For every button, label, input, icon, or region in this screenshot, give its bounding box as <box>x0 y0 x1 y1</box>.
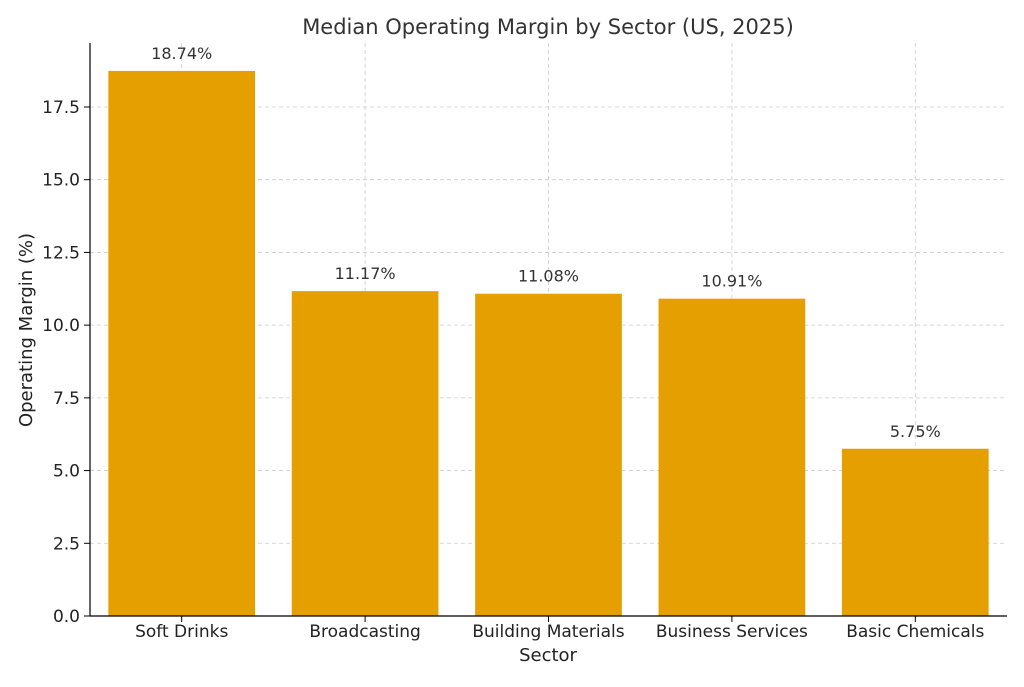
data-label: 11.17% <box>335 264 396 283</box>
x-tick-label: Business Services <box>656 622 808 642</box>
y-tick-label: 12.5 <box>42 243 80 263</box>
data-label: 18.74% <box>151 44 212 63</box>
data-labels: 18.74% 11.17% 11.08% 10.91% 5.75% <box>151 44 941 441</box>
x-axis-title: Sector <box>519 645 577 666</box>
y-tick-label: 5.0 <box>53 462 80 482</box>
y-tick-label: 15.0 <box>42 171 80 191</box>
x-ticks: Soft Drinks Broadcasting Building Material… <box>135 616 985 642</box>
x-tick-label: Building Materials <box>472 622 624 642</box>
chart-title: Median Operating Margin by Sector (US, 2… <box>302 15 794 39</box>
y-tick-label: 2.5 <box>53 534 80 554</box>
y-tick-label: 17.5 <box>42 98 80 118</box>
bar <box>841 448 989 616</box>
y-tick-label: 0.0 <box>53 607 80 627</box>
bars <box>108 70 989 616</box>
x-tick-label: Broadcasting <box>309 622 420 642</box>
y-tick-label: 10.0 <box>42 316 80 336</box>
bar <box>475 293 622 616</box>
bar <box>658 298 806 616</box>
bar <box>108 70 256 616</box>
data-label: 11.08% <box>518 267 579 286</box>
y-ticks: 0.0 2.5 5.0 7.5 10.0 12.5 15.0 17.5 <box>42 98 90 627</box>
y-axis-title: Operating Margin (%) <box>16 233 37 427</box>
data-label: 5.75% <box>890 422 941 441</box>
x-tick-label: Basic Chemicals <box>846 622 984 642</box>
y-tick-label: 7.5 <box>53 389 80 409</box>
bar <box>291 291 439 616</box>
x-tick-label: Soft Drinks <box>135 622 228 642</box>
data-label: 10.91% <box>701 272 762 291</box>
